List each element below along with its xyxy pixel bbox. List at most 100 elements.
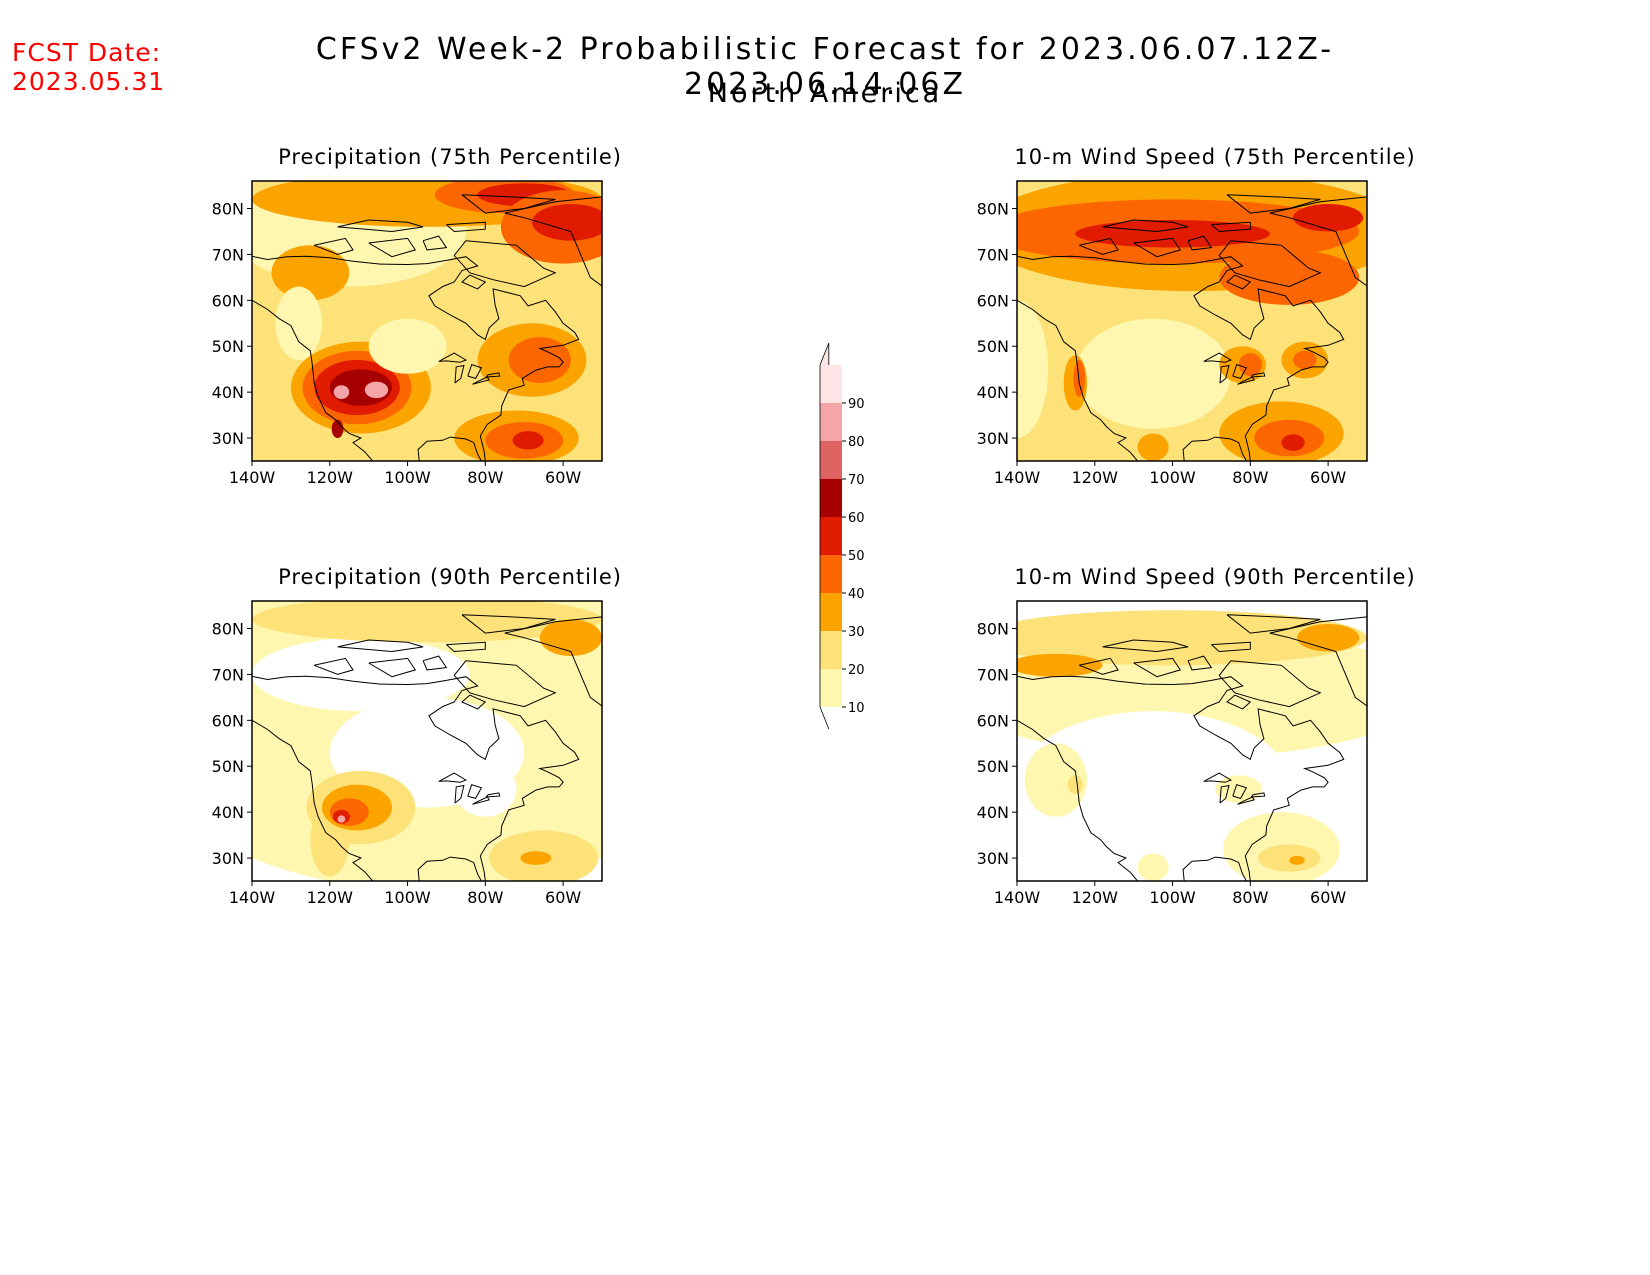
island-outline — [446, 641, 486, 653]
probability-contour — [454, 761, 517, 817]
probability-contour — [1137, 853, 1169, 881]
lake-outline — [1232, 783, 1248, 799]
island-outline — [1187, 235, 1213, 251]
page-subtitle: North America — [707, 78, 943, 109]
lat-tick-label: 40N — [977, 803, 1009, 822]
island-outline — [368, 657, 417, 678]
probability-contour — [271, 245, 350, 301]
shaded-field — [1017, 601, 1367, 881]
colorbar-label: 90 — [848, 397, 865, 412]
forecast-date: FCST Date: 2023.05.31 — [12, 38, 165, 96]
probability-contour — [512, 431, 544, 450]
coastline — [1017, 299, 1138, 461]
island-outline — [1133, 657, 1182, 678]
probability-contour — [331, 419, 344, 439]
map-wind-75: 80N 70N 60N 50N 40N 30N 140W 120W 100W 80W 60W — [977, 180, 1368, 487]
colorbar-legend: 90 80 70 60 50 40 30 20 10 — [819, 342, 865, 730]
lat-tick-label: 70N — [212, 245, 244, 264]
lat-tick-label: 80N — [212, 200, 244, 219]
island-outline — [461, 274, 487, 290]
island-outline — [1079, 237, 1119, 255]
lat-tick-label: 80N — [977, 620, 1009, 639]
lat-tick-label: 30N — [977, 429, 1009, 448]
forecast-date-label: FCST Date: — [12, 38, 162, 67]
lake-outline — [454, 364, 465, 384]
lon-tick-label: 100W — [384, 468, 431, 487]
lon-tick-label: 80W — [1232, 888, 1268, 907]
coastline — [252, 299, 373, 461]
lon-tick-label: 80W — [1232, 468, 1268, 487]
island-outline — [453, 240, 557, 288]
panel-precip-90: Precipitation (90th Percentile) 80N 70N 60… — [212, 565, 670, 925]
panel-wind-90: 10-m Wind Speed (90th Percentile) 80N 70N… — [977, 565, 1435, 925]
coastline — [1182, 436, 1247, 461]
probability-contour — [532, 203, 602, 241]
colorbar-label: 60 — [848, 511, 865, 526]
lake-outline — [1203, 352, 1233, 363]
island-outline — [461, 194, 556, 214]
map-frame — [1016, 180, 1368, 462]
map-frame — [251, 180, 603, 462]
colorbar-segment — [820, 479, 842, 517]
panel-title: 10-m Wind Speed (75th Percentile) — [1014, 145, 1416, 169]
lat-tick-label: 60N — [212, 291, 244, 310]
island-outline — [461, 694, 487, 710]
coastline — [1017, 255, 1345, 461]
probability-contour — [252, 637, 470, 712]
probability-contour — [1075, 220, 1270, 248]
island-outline — [461, 614, 556, 634]
lat-tick-label: 60N — [212, 711, 244, 730]
lon-tick-label: 60W — [1310, 888, 1346, 907]
lon-tick-label: 140W — [994, 468, 1041, 487]
lat-tick-label: 40N — [977, 383, 1009, 402]
probability-contour — [1293, 350, 1317, 370]
map-precip-75: 80N 70N 60N 50N 40N 30N 140W 120W 100W 80W 60W — [212, 180, 603, 487]
lat-tick-label: 60N — [977, 711, 1009, 730]
lake-outline — [1232, 363, 1248, 379]
island-outline — [337, 639, 424, 653]
island-outline — [1226, 694, 1252, 710]
island-outline — [314, 657, 354, 675]
coastline — [417, 856, 482, 881]
colorbar-segment — [820, 441, 842, 479]
colorbar-segment — [820, 593, 842, 631]
probability-contour — [1017, 199, 1360, 264]
probability-contour — [364, 381, 389, 399]
lake-outline — [1250, 792, 1266, 798]
lon-tick-label: 120W — [307, 468, 354, 487]
coastlines — [1017, 614, 1367, 881]
island-outline — [1218, 660, 1322, 708]
colorbar: 90 80 70 60 50 40 30 20 10 — [805, 335, 865, 735]
lon-tick-label: 100W — [384, 888, 431, 907]
colorbar-label: 80 — [848, 435, 865, 450]
probability-contour — [1017, 610, 1367, 666]
island-outline — [453, 660, 557, 708]
island-outline — [1133, 237, 1182, 258]
probability-contour — [508, 337, 571, 383]
lat-tick-label: 30N — [212, 429, 244, 448]
probability-contour — [1067, 775, 1084, 794]
lon-tick-label: 60W — [545, 468, 581, 487]
island-outline — [337, 219, 424, 233]
island-outline — [422, 655, 448, 671]
island-outline — [1102, 639, 1189, 653]
lat-tick-label: 30N — [212, 849, 244, 868]
probability-contour — [1219, 249, 1360, 305]
coastline — [1017, 675, 1345, 881]
lon-tick-label: 100W — [1149, 888, 1196, 907]
lat-tick-label: 70N — [212, 665, 244, 684]
lat-tick-label: 70N — [977, 665, 1009, 684]
lat-tick-label: 80N — [977, 200, 1009, 219]
island-outline — [422, 235, 448, 251]
colorbar-segment — [820, 669, 842, 707]
probability-contour — [1137, 433, 1169, 461]
lake-outline — [485, 792, 501, 798]
colorbar-segment — [820, 555, 842, 593]
probability-contour — [1017, 653, 1103, 677]
probability-contour — [1258, 844, 1321, 872]
shaded-field — [252, 181, 602, 461]
lake-outline — [1250, 372, 1266, 378]
colorbar-segment — [820, 517, 842, 555]
lon-tick-label: 140W — [229, 468, 276, 487]
probability-contour — [1281, 434, 1305, 451]
